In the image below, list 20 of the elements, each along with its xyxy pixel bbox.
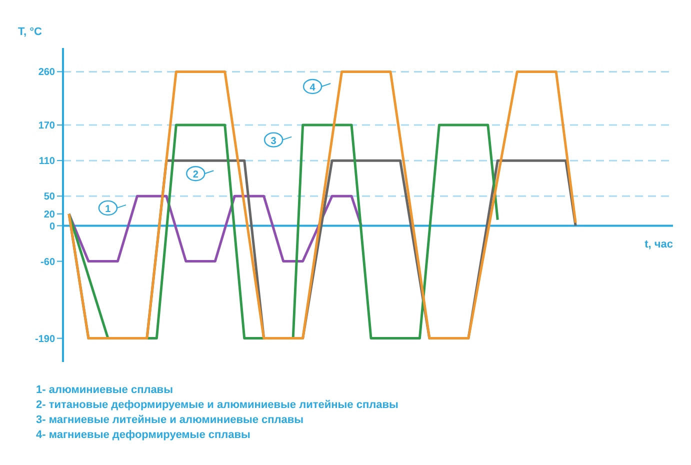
text: 4 — [310, 82, 316, 94]
y-tick-label: 20 — [44, 209, 56, 220]
y-tick-label: 50 — [44, 192, 56, 203]
text: 4- магниевые деформируемые сплавы — [36, 428, 252, 443]
series-label: 1 — [105, 204, 112, 215]
y-tick-label: 170 — [38, 120, 56, 132]
y-tick-label: 0 — [49, 221, 56, 232]
text: 3 — [270, 136, 277, 147]
line-series — [68, 70, 577, 340]
text: 1- алюминиевые сплавы — [36, 383, 174, 398]
line-series — [68, 124, 499, 340]
y-axis-title: T, °C — [18, 26, 42, 38]
text: 3- магниевые литейные и алюминиевые сплавы — [36, 413, 305, 428]
y-tick-label: -190 — [34, 334, 56, 345]
y-tick-label: 110 — [38, 156, 56, 168]
y-tick-label: -60 — [40, 256, 56, 268]
text: 2- титановые деформируемые и алюминиевые литейные сплавы — [36, 398, 400, 413]
series-label: 2 — [192, 170, 199, 181]
y-tick-label: 260 — [38, 67, 56, 78]
x-axis-title: t, час — [644, 238, 673, 251]
